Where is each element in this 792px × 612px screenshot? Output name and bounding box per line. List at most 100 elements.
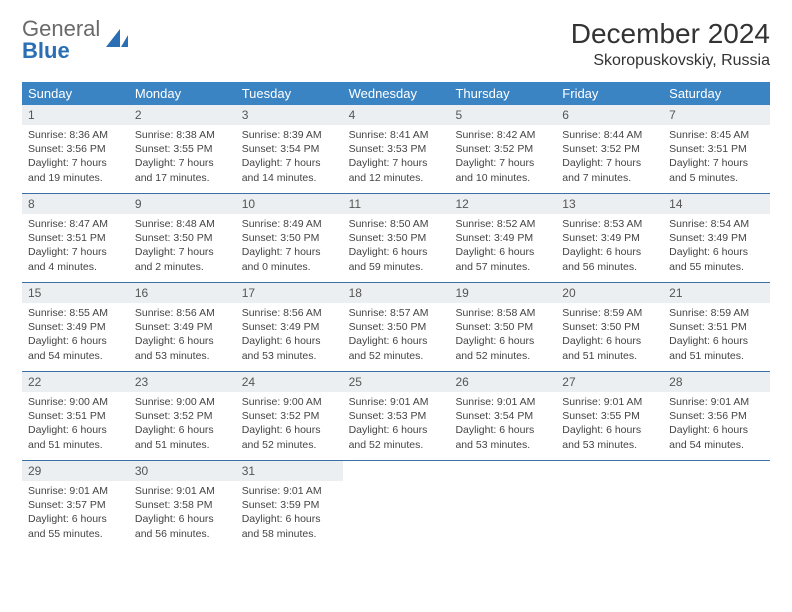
day-details: Sunrise: 8:56 AMSunset: 3:49 PMDaylight:…	[236, 303, 343, 369]
weeks-container: 1Sunrise: 8:36 AMSunset: 3:56 PMDaylight…	[22, 105, 770, 549]
day-cell: 4Sunrise: 8:41 AMSunset: 3:53 PMDaylight…	[343, 105, 450, 193]
header: General Blue December 2024 Skoropuskovsk…	[22, 18, 770, 70]
day-details: Sunrise: 9:01 AMSunset: 3:59 PMDaylight:…	[236, 481, 343, 547]
week-row: 8Sunrise: 8:47 AMSunset: 3:51 PMDaylight…	[22, 194, 770, 283]
day-number: 21	[663, 283, 770, 303]
day-number: 27	[556, 372, 663, 392]
day-cell: 2Sunrise: 8:38 AMSunset: 3:55 PMDaylight…	[129, 105, 236, 193]
week-row: 1Sunrise: 8:36 AMSunset: 3:56 PMDaylight…	[22, 105, 770, 194]
day-cell: 9Sunrise: 8:48 AMSunset: 3:50 PMDaylight…	[129, 194, 236, 282]
day-details: Sunrise: 9:01 AMSunset: 3:57 PMDaylight:…	[22, 481, 129, 547]
day-details: Sunrise: 9:01 AMSunset: 3:55 PMDaylight:…	[556, 392, 663, 458]
day-number: 15	[22, 283, 129, 303]
day-number: 1	[22, 105, 129, 125]
day-cell: 28Sunrise: 9:01 AMSunset: 3:56 PMDayligh…	[663, 372, 770, 460]
day-cell: 8Sunrise: 8:47 AMSunset: 3:51 PMDaylight…	[22, 194, 129, 282]
day-details: Sunrise: 9:00 AMSunset: 3:52 PMDaylight:…	[236, 392, 343, 458]
day-details: Sunrise: 9:01 AMSunset: 3:56 PMDaylight:…	[663, 392, 770, 458]
day-number: 4	[343, 105, 450, 125]
day-cell: 6Sunrise: 8:44 AMSunset: 3:52 PMDaylight…	[556, 105, 663, 193]
day-details: Sunrise: 8:59 AMSunset: 3:50 PMDaylight:…	[556, 303, 663, 369]
day-cell: 16Sunrise: 8:56 AMSunset: 3:49 PMDayligh…	[129, 283, 236, 371]
day-cell: 31Sunrise: 9:01 AMSunset: 3:59 PMDayligh…	[236, 461, 343, 549]
day-cell: 13Sunrise: 8:53 AMSunset: 3:49 PMDayligh…	[556, 194, 663, 282]
day-details: Sunrise: 8:39 AMSunset: 3:54 PMDaylight:…	[236, 125, 343, 191]
day-details: Sunrise: 8:50 AMSunset: 3:50 PMDaylight:…	[343, 214, 450, 280]
day-cell: 24Sunrise: 9:00 AMSunset: 3:52 PMDayligh…	[236, 372, 343, 460]
day-cell: 18Sunrise: 8:57 AMSunset: 3:50 PMDayligh…	[343, 283, 450, 371]
day-details: Sunrise: 8:54 AMSunset: 3:49 PMDaylight:…	[663, 214, 770, 280]
day-number: 3	[236, 105, 343, 125]
day-number: 12	[449, 194, 556, 214]
day-details: Sunrise: 8:58 AMSunset: 3:50 PMDaylight:…	[449, 303, 556, 369]
day-details: Sunrise: 8:56 AMSunset: 3:49 PMDaylight:…	[129, 303, 236, 369]
day-cell: 1Sunrise: 8:36 AMSunset: 3:56 PMDaylight…	[22, 105, 129, 193]
sail-icon	[102, 25, 132, 55]
empty-cell	[343, 461, 450, 549]
day-number: 30	[129, 461, 236, 481]
week-row: 29Sunrise: 9:01 AMSunset: 3:57 PMDayligh…	[22, 461, 770, 549]
weekday-header: Friday	[556, 82, 663, 105]
day-number: 7	[663, 105, 770, 125]
week-row: 15Sunrise: 8:55 AMSunset: 3:49 PMDayligh…	[22, 283, 770, 372]
title-block: December 2024 Skoropuskovskiy, Russia	[571, 18, 770, 70]
day-details: Sunrise: 8:45 AMSunset: 3:51 PMDaylight:…	[663, 125, 770, 191]
day-number: 22	[22, 372, 129, 392]
day-number: 24	[236, 372, 343, 392]
day-cell: 11Sunrise: 8:50 AMSunset: 3:50 PMDayligh…	[343, 194, 450, 282]
day-details: Sunrise: 8:44 AMSunset: 3:52 PMDaylight:…	[556, 125, 663, 191]
day-cell: 27Sunrise: 9:01 AMSunset: 3:55 PMDayligh…	[556, 372, 663, 460]
day-cell: 21Sunrise: 8:59 AMSunset: 3:51 PMDayligh…	[663, 283, 770, 371]
day-number: 23	[129, 372, 236, 392]
day-number: 14	[663, 194, 770, 214]
day-details: Sunrise: 8:59 AMSunset: 3:51 PMDaylight:…	[663, 303, 770, 369]
brand-text: General Blue	[22, 18, 100, 62]
day-cell: 26Sunrise: 9:01 AMSunset: 3:54 PMDayligh…	[449, 372, 556, 460]
day-details: Sunrise: 8:36 AMSunset: 3:56 PMDaylight:…	[22, 125, 129, 191]
day-number: 6	[556, 105, 663, 125]
day-cell: 19Sunrise: 8:58 AMSunset: 3:50 PMDayligh…	[449, 283, 556, 371]
day-cell: 12Sunrise: 8:52 AMSunset: 3:49 PMDayligh…	[449, 194, 556, 282]
brand-part2: Blue	[22, 38, 70, 63]
day-details: Sunrise: 8:57 AMSunset: 3:50 PMDaylight:…	[343, 303, 450, 369]
weekday-header: Saturday	[663, 82, 770, 105]
brand-logo: General Blue	[22, 18, 132, 62]
day-number: 13	[556, 194, 663, 214]
day-cell: 14Sunrise: 8:54 AMSunset: 3:49 PMDayligh…	[663, 194, 770, 282]
day-cell: 30Sunrise: 9:01 AMSunset: 3:58 PMDayligh…	[129, 461, 236, 549]
day-details: Sunrise: 8:55 AMSunset: 3:49 PMDaylight:…	[22, 303, 129, 369]
day-cell: 20Sunrise: 8:59 AMSunset: 3:50 PMDayligh…	[556, 283, 663, 371]
day-cell: 23Sunrise: 9:00 AMSunset: 3:52 PMDayligh…	[129, 372, 236, 460]
day-cell: 15Sunrise: 8:55 AMSunset: 3:49 PMDayligh…	[22, 283, 129, 371]
day-cell: 29Sunrise: 9:01 AMSunset: 3:57 PMDayligh…	[22, 461, 129, 549]
day-cell: 5Sunrise: 8:42 AMSunset: 3:52 PMDaylight…	[449, 105, 556, 193]
weekday-header: Sunday	[22, 82, 129, 105]
day-number: 20	[556, 283, 663, 303]
day-details: Sunrise: 8:53 AMSunset: 3:49 PMDaylight:…	[556, 214, 663, 280]
day-number: 5	[449, 105, 556, 125]
location-label: Skoropuskovskiy, Russia	[571, 52, 770, 70]
empty-cell	[449, 461, 556, 549]
weekday-header: Thursday	[449, 82, 556, 105]
empty-cell	[556, 461, 663, 549]
day-number: 16	[129, 283, 236, 303]
day-number: 2	[129, 105, 236, 125]
day-number: 11	[343, 194, 450, 214]
day-details: Sunrise: 9:01 AMSunset: 3:58 PMDaylight:…	[129, 481, 236, 547]
day-details: Sunrise: 8:52 AMSunset: 3:49 PMDaylight:…	[449, 214, 556, 280]
day-number: 29	[22, 461, 129, 481]
day-number: 18	[343, 283, 450, 303]
day-number: 17	[236, 283, 343, 303]
empty-cell	[663, 461, 770, 549]
calendar-grid: SundayMondayTuesdayWednesdayThursdayFrid…	[22, 82, 770, 549]
day-details: Sunrise: 9:00 AMSunset: 3:51 PMDaylight:…	[22, 392, 129, 458]
day-number: 31	[236, 461, 343, 481]
day-details: Sunrise: 8:47 AMSunset: 3:51 PMDaylight:…	[22, 214, 129, 280]
day-details: Sunrise: 8:41 AMSunset: 3:53 PMDaylight:…	[343, 125, 450, 191]
day-cell: 17Sunrise: 8:56 AMSunset: 3:49 PMDayligh…	[236, 283, 343, 371]
weekday-header: Tuesday	[236, 82, 343, 105]
day-cell: 25Sunrise: 9:01 AMSunset: 3:53 PMDayligh…	[343, 372, 450, 460]
day-details: Sunrise: 9:01 AMSunset: 3:53 PMDaylight:…	[343, 392, 450, 458]
day-details: Sunrise: 8:48 AMSunset: 3:50 PMDaylight:…	[129, 214, 236, 280]
day-cell: 7Sunrise: 8:45 AMSunset: 3:51 PMDaylight…	[663, 105, 770, 193]
